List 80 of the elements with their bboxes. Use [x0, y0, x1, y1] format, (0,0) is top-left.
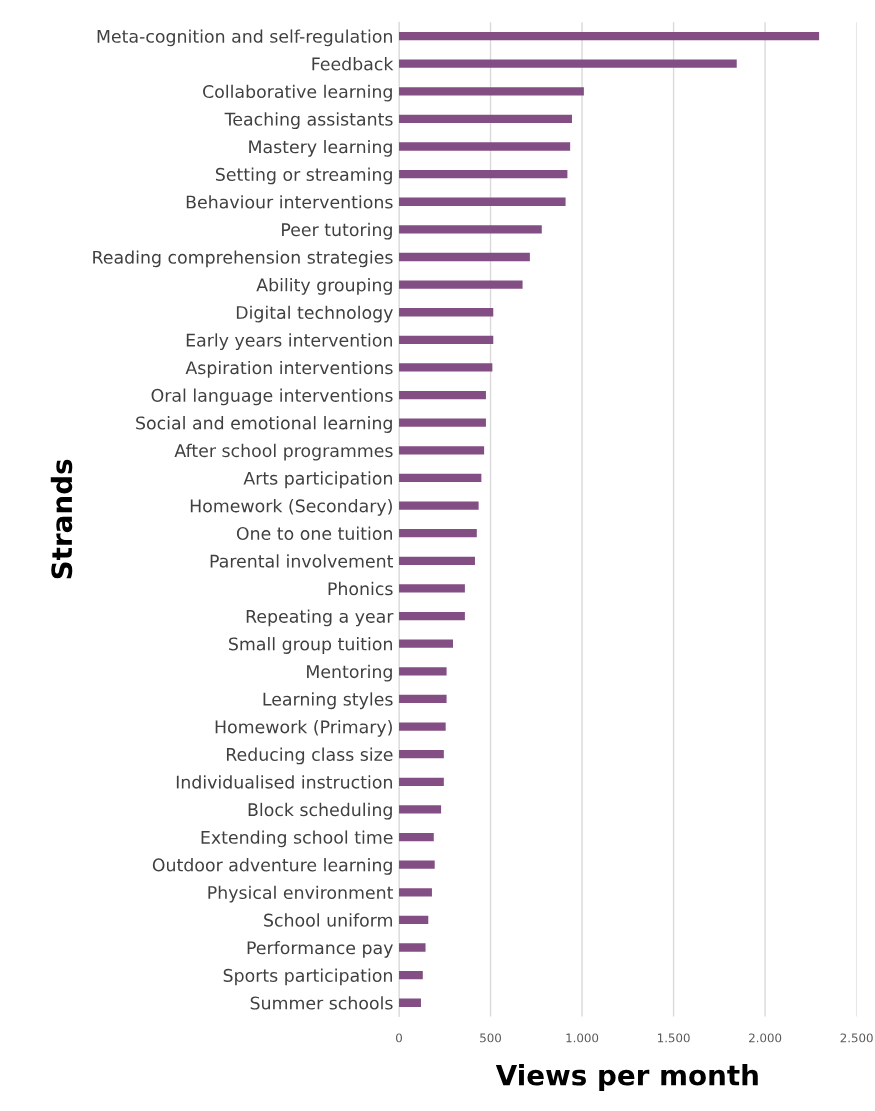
y-tick-label: Outdoor adventure learning [152, 858, 392, 875]
bar [399, 860, 435, 869]
bar [399, 252, 530, 262]
y-tick-label: Setting or streaming [215, 167, 392, 185]
y-tick-label: Block scheduling [248, 802, 392, 820]
y-axis-title: Strands [50, 459, 73, 579]
bar [399, 197, 566, 206]
bar [399, 611, 465, 621]
bar [399, 998, 421, 1007]
bar [399, 390, 486, 400]
y-tick-label: Aspiration interventions [185, 360, 393, 378]
bar [399, 805, 442, 814]
bar [399, 694, 447, 704]
y-tick-label: Sports participation [223, 968, 392, 986]
y-tick-label: Peer tutoring [282, 222, 392, 240]
y-tick-label: Learning styles [263, 692, 393, 710]
y-tick-label: Small group tuition [229, 637, 392, 654]
y-tick-label: Feedback [312, 57, 394, 71]
y-tick-label: Oral language interventions [151, 388, 393, 406]
bar [399, 501, 479, 510]
bar [399, 832, 434, 842]
bar [399, 280, 523, 289]
bar [399, 888, 432, 897]
y-tick-label: Mastery learning [249, 139, 392, 157]
bar [399, 777, 444, 786]
bar [399, 667, 447, 676]
y-tick-label: Extending school time [201, 830, 393, 848]
bar [399, 225, 542, 234]
x-tick-label: 500 [480, 1033, 502, 1043]
bar [399, 169, 568, 179]
bar [399, 335, 494, 344]
y-tick-label: Behaviour interventions [186, 195, 393, 209]
bar [399, 308, 494, 317]
x-tick-label: 0 [396, 1033, 402, 1043]
y-tick-label: Reading comprehension strategies [93, 250, 393, 268]
y-tick-label: Homework (Secondary) [190, 498, 392, 516]
y-tick-label: Phonics [328, 581, 393, 596]
y-tick-label: Early years intervention [186, 333, 392, 351]
y-tick-label: After school programmes [174, 443, 393, 461]
bar [399, 556, 475, 565]
y-tick-label: Physical environment [208, 885, 394, 903]
y-tick-label: Homework (Primary) [215, 719, 392, 737]
y-tick-label: Parental involvement [210, 554, 394, 568]
bar [399, 750, 444, 759]
bar [399, 915, 429, 925]
y-tick-label: Reducing class size [226, 747, 393, 765]
bar [399, 722, 446, 731]
y-tick-label: Collaborative learning [203, 84, 392, 102]
y-tick-label: Digital technology [236, 305, 393, 323]
y-tick-label: One to one tuition [236, 526, 392, 541]
bar [399, 943, 426, 952]
bar [399, 970, 423, 980]
x-tick-label: 1.500 [657, 1033, 690, 1043]
bar [399, 31, 820, 41]
y-tick-label: Mentoring [307, 664, 392, 682]
y-tick-label: Teaching assistants [224, 112, 393, 130]
y-tick-label: Repeating a year [246, 609, 394, 627]
y-tick-label: Summer schools [250, 996, 393, 1010]
bar [399, 418, 486, 427]
bar [399, 529, 477, 538]
y-tick-label: School uniform [264, 913, 392, 927]
y-tick-label: Meta-cognition and self-regulation [97, 29, 392, 47]
x-tick-label: 1.000 [566, 1033, 599, 1043]
bar [399, 87, 584, 96]
y-tick-label: Social and emotional learning [136, 416, 392, 433]
bar [399, 584, 465, 593]
x-tick-label: 2.500 [840, 1033, 873, 1043]
x-tick-label: 2.000 [749, 1033, 782, 1043]
y-tick-label: Arts participation [243, 471, 392, 489]
bar [399, 114, 572, 124]
x-axis-title: Views per month [495, 1064, 758, 1091]
y-tick-label: Individualised instruction [176, 775, 392, 789]
bar [399, 639, 453, 648]
bar [399, 142, 571, 151]
bar [399, 446, 485, 455]
bar [399, 363, 493, 372]
bar [399, 59, 737, 68]
y-tick-label: Performance pay [247, 940, 393, 958]
y-tick-label: Ability grouping [256, 278, 392, 295]
bar [399, 473, 482, 483]
